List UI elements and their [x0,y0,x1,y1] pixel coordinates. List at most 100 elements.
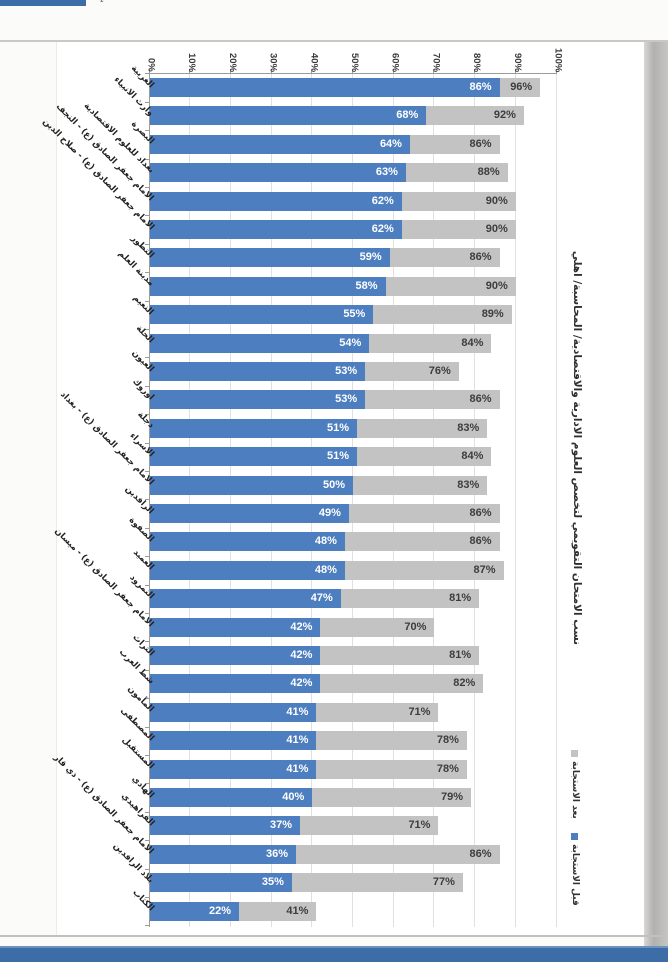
value-axis-label: 90% [511,52,523,72]
value-axis-tick [270,69,272,73]
bar-before [149,731,317,751]
legend-item-after: بعد الاستجابة [570,750,580,819]
value-label-before: 68% [396,109,419,122]
value-axis-line [148,73,557,74]
gridline [352,73,353,927]
value-label-after: 88% [477,166,500,179]
gridline [311,73,313,927]
bar-before [149,305,374,325]
bar-before [149,106,427,126]
category-axis-tick [144,925,149,927]
value-label-after: 96% [510,81,533,93]
legend-swatch-after [571,750,579,757]
value-label-after: 86% [469,251,492,264]
gridline [433,73,435,927]
category-axis-tick [144,698,149,700]
gridline [474,73,476,927]
bar-before [149,362,366,381]
value-label-before: 22% [209,904,232,917]
category-axis-tick [144,669,149,671]
value-label-after: 76% [428,365,451,377]
bar-before [149,560,345,580]
value-label-before: 42% [290,677,313,690]
value-label-before: 42% [290,620,313,633]
value-label-before: 37% [270,819,293,832]
category-axis-tick [144,754,149,756]
value-label-after: 86% [469,507,492,519]
page-right-edge-shadow [644,42,668,947]
value-label-after: 86% [469,393,492,406]
value-label-after: 78% [436,762,459,775]
value-label-after: 70% [404,620,427,633]
value-label-before: 40% [282,791,305,803]
value-axis-tick [148,69,150,73]
value-axis-label: 0% [145,58,157,72]
bar-before [149,276,386,296]
value-label-after: 77% [432,876,455,889]
bar-before [149,759,317,779]
next-page-blue-band [0,946,668,962]
value-label-after: 90% [485,223,508,235]
value-axis-tick [474,69,476,73]
value-axis-tick [392,69,394,73]
value-label-after: 89% [481,308,504,321]
category-axis-tick [144,101,149,103]
value-axis-label: 30% [267,52,279,72]
value-axis-label: 50% [349,52,360,72]
category-axis-tick [144,272,149,274]
category-axis-tick [144,385,149,387]
value-axis-label: 40% [308,52,320,72]
value-label-after: 86% [469,847,492,860]
bar-before [149,901,240,921]
bar-before [149,220,402,239]
bar-before [149,873,292,893]
value-label-before: 54% [339,336,362,349]
value-label-after: 81% [449,649,472,661]
value-label-after: 84% [461,336,484,349]
gridline [189,73,191,927]
value-label-after: 83% [457,421,480,434]
value-label-after: 87% [473,563,496,576]
value-label-before: 41% [286,762,309,775]
value-label-before: 53% [335,365,358,377]
category-axis-tick [144,328,149,330]
bar-before [149,447,358,467]
value-label-before: 49% [318,507,341,519]
value-label-after: 78% [436,734,459,747]
value-label-before: 48% [314,563,337,576]
value-axis-tick [229,69,231,73]
value-label-after: 90% [485,279,508,292]
category-axis-tick [144,584,149,586]
category-axis-tick [144,726,149,728]
scan-blue-sliver [0,0,86,6]
value-label-before: 36% [265,847,289,860]
bar-before [149,78,500,97]
value-label-after: 86% [469,535,492,548]
bar-before [149,816,301,836]
category-axis-tick [144,840,149,842]
value-label-before: 50% [322,478,345,491]
gridline [514,73,516,927]
bar-before [149,191,402,211]
value-axis-tick [555,69,557,73]
bar-before [149,617,321,637]
value-label-before: 55% [343,308,366,321]
category-axis-tick [144,186,149,188]
bar-before [149,674,321,694]
value-label-after: 84% [461,450,484,463]
category-axis-tick [144,641,149,643]
bar-before [149,504,349,523]
value-label-before: 35% [261,876,284,889]
value-label-before: 51% [327,450,350,463]
value-label-before: 47% [310,592,333,605]
value-axis-tick [189,69,191,73]
chart-title: نسب الامتحان التقويمي لتخصص العلوم الادا… [571,250,583,645]
value-label-before: 41% [286,705,309,718]
category-axis-tick [144,414,149,416]
value-label-before: 48% [314,535,337,548]
value-axis-label: 60% [389,52,401,72]
category-axis-tick [144,442,149,444]
bar-before [149,134,410,154]
value-label-after: 90% [485,194,508,207]
